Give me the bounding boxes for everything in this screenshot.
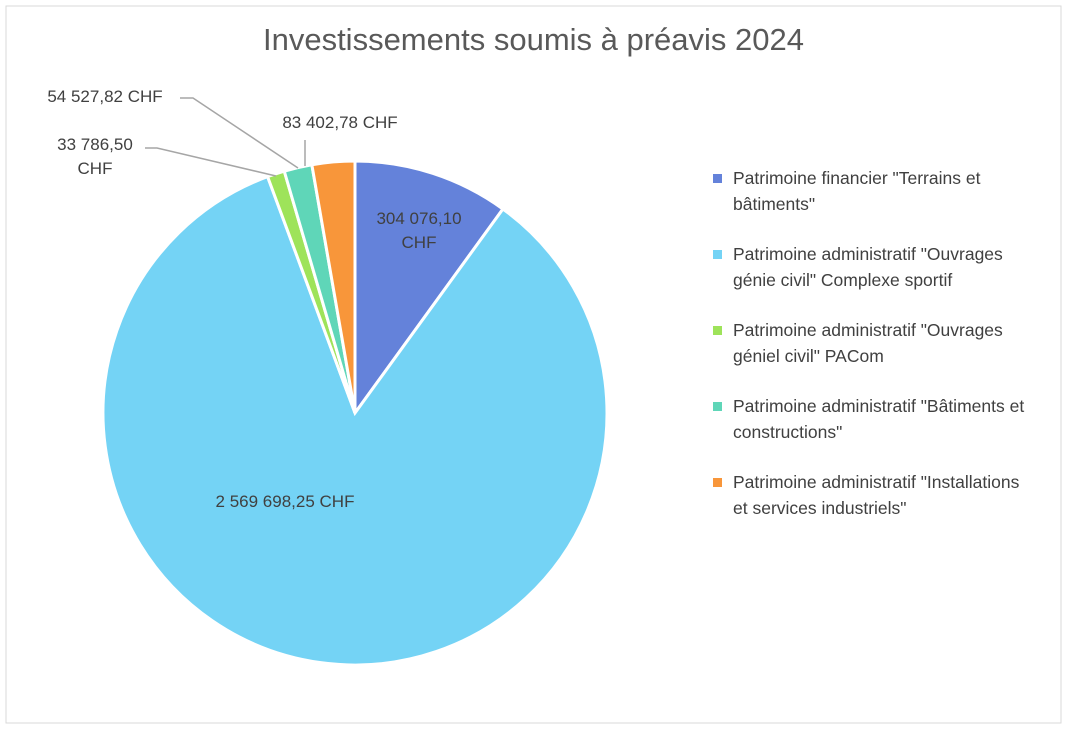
legend-swatch bbox=[713, 402, 722, 411]
pie-slice bbox=[310, 159, 357, 414]
pie-slice bbox=[353, 159, 506, 418]
data-label: 83 402,78 CHF bbox=[282, 113, 398, 132]
legend-swatch bbox=[713, 478, 722, 487]
legend-label: Patrimoine administratif "Installations … bbox=[733, 472, 1020, 518]
legend-label: Patrimoine financier "Terrains et bâtime… bbox=[733, 168, 981, 214]
pie bbox=[101, 159, 609, 667]
data-label: 304 076,10 CHF bbox=[376, 209, 462, 252]
data-label: 54 527,82 CHF bbox=[47, 87, 163, 106]
leader-line bbox=[145, 147, 277, 177]
legend-item: Patrimoine administratif "Ouvrages génie… bbox=[713, 317, 1033, 369]
legend-swatch bbox=[713, 250, 722, 259]
legend-item: Patrimoine administratif "Installations … bbox=[713, 469, 1033, 521]
legend-item: Patrimoine administratif "Bâtiments et c… bbox=[713, 393, 1033, 445]
chart-border bbox=[5, 5, 1062, 724]
legend-label: Patrimoine administratif "Ouvrages génie… bbox=[733, 244, 1003, 290]
legend-label: Patrimoine administratif "Ouvrages génie… bbox=[733, 320, 1003, 366]
legend: Patrimoine financier "Terrains et bâtime… bbox=[713, 165, 1033, 545]
legend-swatch bbox=[713, 174, 722, 183]
legend-label: Patrimoine administratif "Bâtiments et c… bbox=[733, 396, 1025, 442]
data-label: 2 569 698,25 CHF bbox=[215, 492, 355, 511]
data-label: 33 786,50 CHF bbox=[57, 135, 133, 178]
leader-line bbox=[180, 97, 299, 169]
chart-title: Investissements soumis à préavis 2024 bbox=[262, 22, 805, 57]
legend-item: Patrimoine administratif "Ouvrages génie… bbox=[713, 241, 1033, 293]
legend-item: Patrimoine financier "Terrains et bâtime… bbox=[713, 165, 1033, 217]
pie-slice bbox=[101, 174, 609, 667]
legend-swatch bbox=[713, 326, 722, 335]
